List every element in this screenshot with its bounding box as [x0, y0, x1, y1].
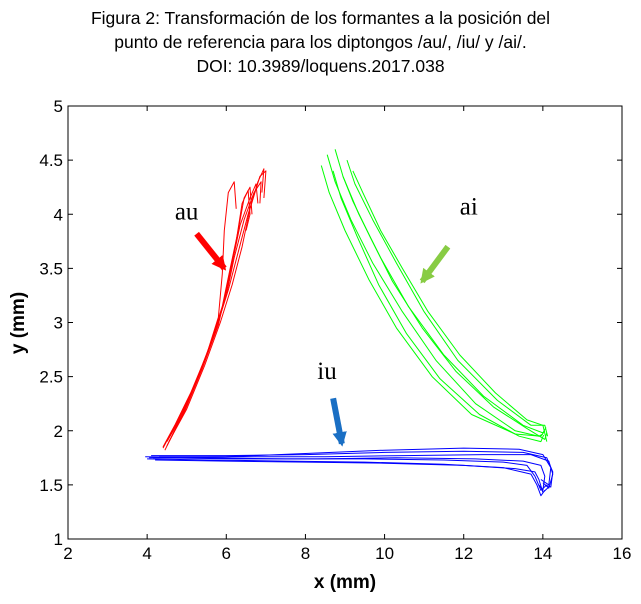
trajectory-ai-6: [326, 154, 544, 437]
chart-title-line-2: punto de referencia para los diptongos /…: [114, 32, 527, 52]
y-axis-label: y (mm): [8, 292, 29, 354]
arrow-au: [194, 231, 227, 271]
trajectory-ai-3: [342, 176, 548, 440]
series-au: [162, 168, 267, 451]
y-tick-label: 2.5: [39, 368, 63, 387]
x-tick-label: 4: [142, 544, 151, 563]
trajectory-iu-1: [145, 456, 548, 491]
arrow-ai: [419, 244, 451, 284]
x-tick-label: 12: [454, 544, 473, 563]
trajectory-iu-4: [155, 459, 550, 493]
trajectory-ai-4: [332, 170, 545, 443]
trajectory-iu-7: [153, 457, 546, 491]
series-label-ai: ai: [460, 193, 478, 220]
trajectory-iu-6: [149, 447, 552, 486]
x-axis-label: x (mm): [314, 572, 376, 593]
trajectory-au-5: [168, 170, 267, 442]
series-iu: [145, 447, 554, 497]
series-annotations: au ai iu: [175, 193, 478, 447]
y-tick-label: 3: [54, 314, 63, 333]
series-ai: [320, 149, 549, 443]
x-tick-label: 2: [63, 544, 72, 563]
plot-area-frame: [67, 105, 623, 540]
trajectory-ai-7: [346, 159, 549, 437]
trajectory-ai-2: [334, 149, 547, 434]
y-tick-label: 1.5: [39, 476, 63, 495]
chart-title-line-1: Figura 2: Transformación de los formante…: [90, 8, 551, 28]
series-label-iu: iu: [317, 358, 337, 385]
x-tick-label: 10: [375, 544, 394, 563]
chart-title-line-3: DOI: 10.3989/loquens.2017.038: [196, 56, 445, 76]
x-tick-label: 14: [533, 544, 552, 563]
trajectory-iu-5: [159, 454, 554, 489]
y-tick-label: 1: [54, 530, 63, 549]
y-tick-label: 2: [54, 422, 63, 441]
x-tick-label: 8: [301, 544, 310, 563]
trajectory-ai-5: [352, 170, 548, 442]
trajectory-ai-1: [320, 165, 546, 437]
trajectory-iu-2: [147, 458, 546, 497]
data-series: [145, 149, 554, 497]
y-tick-label: 4: [54, 205, 63, 224]
arrow-iu: [330, 397, 347, 447]
axis-ticks: 2 4 6 8 10 12 14 16 1 1.5 2 2.5 3 3.5 4 4.5 5: [39, 97, 631, 563]
y-tick-label: 3.5: [39, 259, 63, 278]
x-tick-label: 6: [222, 544, 231, 563]
trajectory-au-7: [162, 183, 259, 449]
y-tick-label: 5: [54, 97, 63, 116]
x-tick-label: 16: [613, 544, 632, 563]
series-label-au: au: [175, 199, 199, 226]
trajectory-au-6: [166, 189, 251, 447]
y-tick-label: 4.5: [39, 151, 63, 170]
trajectory-au-4: [164, 181, 262, 451]
